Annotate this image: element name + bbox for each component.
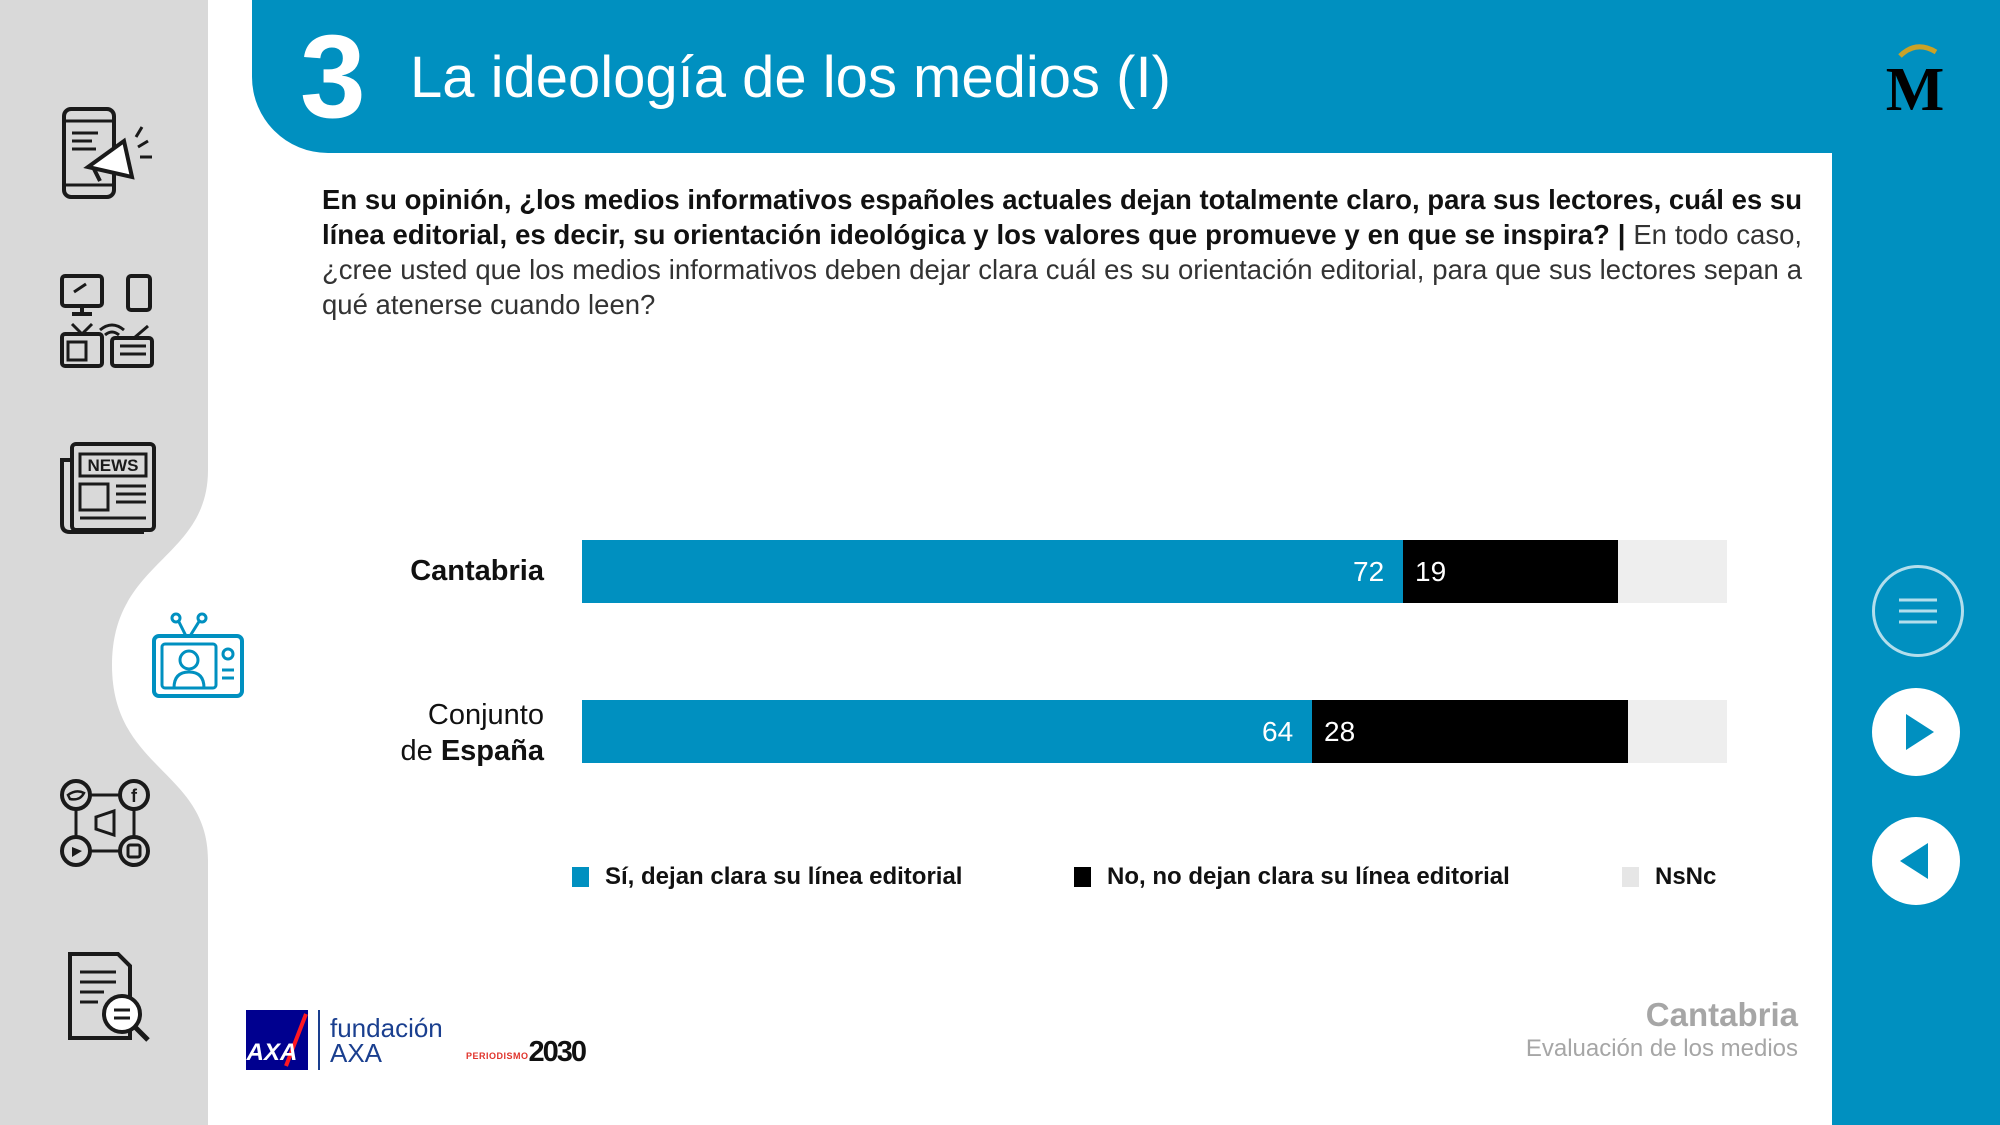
periodismo-2030-number: 2030 bbox=[528, 1036, 587, 1068]
play-next-icon bbox=[1906, 714, 1934, 750]
legend-item-no: No, no dejan clara su línea editorial bbox=[1074, 860, 1510, 894]
menu-icon bbox=[1899, 598, 1937, 624]
legend-label-no: No, no dejan clara su línea editorial bbox=[1107, 863, 1510, 890]
bar-segment-no bbox=[1403, 540, 1618, 603]
phone-megaphone-icon[interactable] bbox=[58, 105, 158, 205]
legend-swatch-nsnc bbox=[1622, 867, 1639, 887]
svg-text:AXA: AXA bbox=[246, 1039, 297, 1066]
menu-button[interactable] bbox=[1872, 565, 1964, 657]
periodismo-2030-logo: PERIODISMO2030 bbox=[466, 1036, 587, 1068]
previous-button[interactable] bbox=[1872, 817, 1960, 905]
bar-segment-yes bbox=[582, 540, 1403, 603]
play-previous-icon bbox=[1900, 843, 1928, 879]
right-navigation-rail bbox=[1832, 0, 2000, 1125]
footer-subtitle: Evaluación de los medios bbox=[1525, 1035, 1798, 1062]
section-number: 3 bbox=[300, 11, 366, 143]
newspaper-icon[interactable]: NEWS bbox=[58, 440, 158, 540]
document-search-icon[interactable] bbox=[58, 950, 158, 1050]
bar-label-espana-prefix: de bbox=[400, 735, 441, 767]
question-main: En su opinión, ¿los medios informativos … bbox=[322, 184, 1802, 250]
svg-text:M: M bbox=[1886, 56, 1945, 118]
page-title: La ideología de los medios (I) bbox=[410, 45, 1171, 110]
legend-label-yes: Sí, dejan clara su línea editorial bbox=[605, 863, 963, 890]
logo-divider bbox=[318, 1010, 320, 1070]
value-label-no: 28 bbox=[1324, 716, 1356, 747]
axa-logo: AXA bbox=[246, 1010, 308, 1070]
bar-label-espana-bold: España bbox=[440, 735, 544, 767]
rail-active-notch bbox=[112, 0, 260, 1125]
footer-region: Cantabria bbox=[1645, 996, 1798, 1033]
bar-label-cantabria: Cantabria bbox=[410, 553, 544, 589]
publisher-logo: M bbox=[1886, 44, 1945, 118]
legend-item-nsnc: NsNc bbox=[1622, 860, 1716, 894]
value-label-yes: 64 bbox=[1262, 716, 1294, 747]
question-secondary: En todo caso, ¿cree usted que los medios… bbox=[322, 219, 1803, 320]
social-media-icon[interactable]: f bbox=[58, 775, 158, 875]
bar-segment-no bbox=[1312, 700, 1628, 763]
survey-question: En su opinión, ¿los medios informativos … bbox=[322, 182, 1802, 322]
devices-icon[interactable] bbox=[58, 272, 158, 372]
fundacion-line2: AXA bbox=[330, 1038, 383, 1068]
bar-label-espana-line1: Conjunto bbox=[427, 699, 544, 731]
periodismo-small-text: PERIODISMO bbox=[466, 1051, 529, 1061]
bar-segment-yes bbox=[582, 700, 1312, 763]
svg-text:NEWS: NEWS bbox=[88, 456, 139, 475]
fundacion-line1: fundación bbox=[330, 1013, 443, 1043]
bar-cantabria: 72 19 bbox=[582, 540, 1727, 603]
bar-label-cantabria-text: Cantabria bbox=[410, 555, 544, 587]
bar-label-espana: Conjunto de España bbox=[401, 697, 545, 769]
legend-swatch-no bbox=[1074, 867, 1091, 887]
legend-swatch-yes bbox=[572, 867, 589, 887]
header-band bbox=[252, 0, 2000, 153]
content-card bbox=[260, 153, 1832, 1125]
svg-text:f: f bbox=[131, 786, 138, 806]
value-label-yes: 72 bbox=[1353, 556, 1385, 587]
next-button[interactable] bbox=[1872, 688, 1960, 776]
legend-item-yes: Sí, dejan clara su línea editorial bbox=[572, 860, 962, 894]
tv-icon[interactable] bbox=[150, 610, 250, 710]
fundacion-axa-text: fundación AXA bbox=[330, 1013, 443, 1068]
bar-espana: 64 28 bbox=[582, 700, 1727, 763]
value-label-no: 19 bbox=[1415, 556, 1447, 587]
legend-label-nsnc: NsNc bbox=[1655, 863, 1717, 890]
